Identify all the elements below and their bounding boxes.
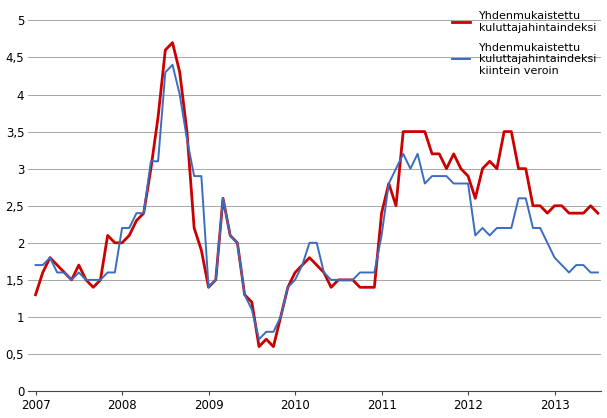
Legend: Yhdenmukaistettu
kuluttajahintaindeksi, Yhdenmukaistettu
kuluttajahintaindeksi
k: Yhdenmukaistettu kuluttajahintaindeksi, … [452, 11, 596, 76]
